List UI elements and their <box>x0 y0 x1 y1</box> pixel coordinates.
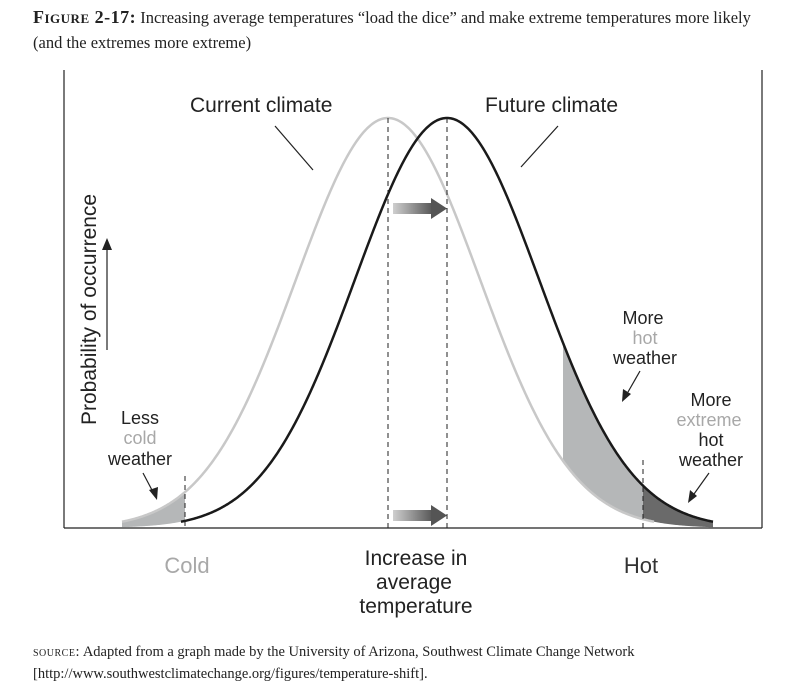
less-cold-region <box>122 492 185 528</box>
more-hot-line1: More <box>622 308 663 328</box>
more-extreme-line3: hot <box>698 430 723 450</box>
more-extreme-pointer <box>688 472 710 503</box>
x-label-cold: Cold <box>164 553 209 578</box>
y-axis-label: Probability of occurrence <box>78 194 101 425</box>
shift-arrow-top <box>393 198 447 219</box>
less-cold-annotation: Less cold weather <box>107 408 172 469</box>
figure-label: Figure 2-17: <box>33 7 137 27</box>
shift-arrow-bottom <box>393 505 447 526</box>
x-center-label: Increase in average temperature <box>359 547 472 618</box>
x-center-line2: average <box>376 571 452 594</box>
x-label-hot: Hot <box>624 553 658 578</box>
less-cold-pointer <box>142 472 158 500</box>
more-hot-annotation: More hot weather <box>612 308 677 368</box>
x-center-line1: Increase in <box>365 547 468 570</box>
figure-caption-text: Increasing average temperatures “load th… <box>33 8 751 52</box>
more-extreme-hot-annotation: More extreme hot weather <box>676 390 743 470</box>
x-center-line3: temperature <box>359 595 472 618</box>
current-climate-label: Current climate <box>190 94 332 117</box>
y-axis-arrow-head <box>102 238 112 250</box>
current-climate-pointer <box>274 125 314 171</box>
less-cold-line2: cold <box>123 428 156 448</box>
source-label: source: <box>33 644 80 660</box>
more-extreme-line2: extreme <box>676 410 741 430</box>
more-hot-pointer <box>622 370 641 402</box>
source-text: Adapted from a graph made by the Univers… <box>33 644 635 682</box>
more-extreme-line1: More <box>690 390 731 410</box>
more-hot-line2: hot <box>632 328 657 348</box>
source-note: source: Adapted from a graph made by the… <box>33 641 783 685</box>
less-cold-line1: Less <box>121 408 159 428</box>
future-climate-pointer <box>520 125 559 168</box>
figure-caption: Figure 2-17: Increasing average temperat… <box>33 5 778 55</box>
less-cold-line3: weather <box>107 449 172 469</box>
future-climate-label: Future climate <box>485 94 618 117</box>
more-extreme-hot-region <box>643 485 713 528</box>
more-hot-line3: weather <box>612 348 677 368</box>
more-extreme-line4: weather <box>678 450 743 470</box>
